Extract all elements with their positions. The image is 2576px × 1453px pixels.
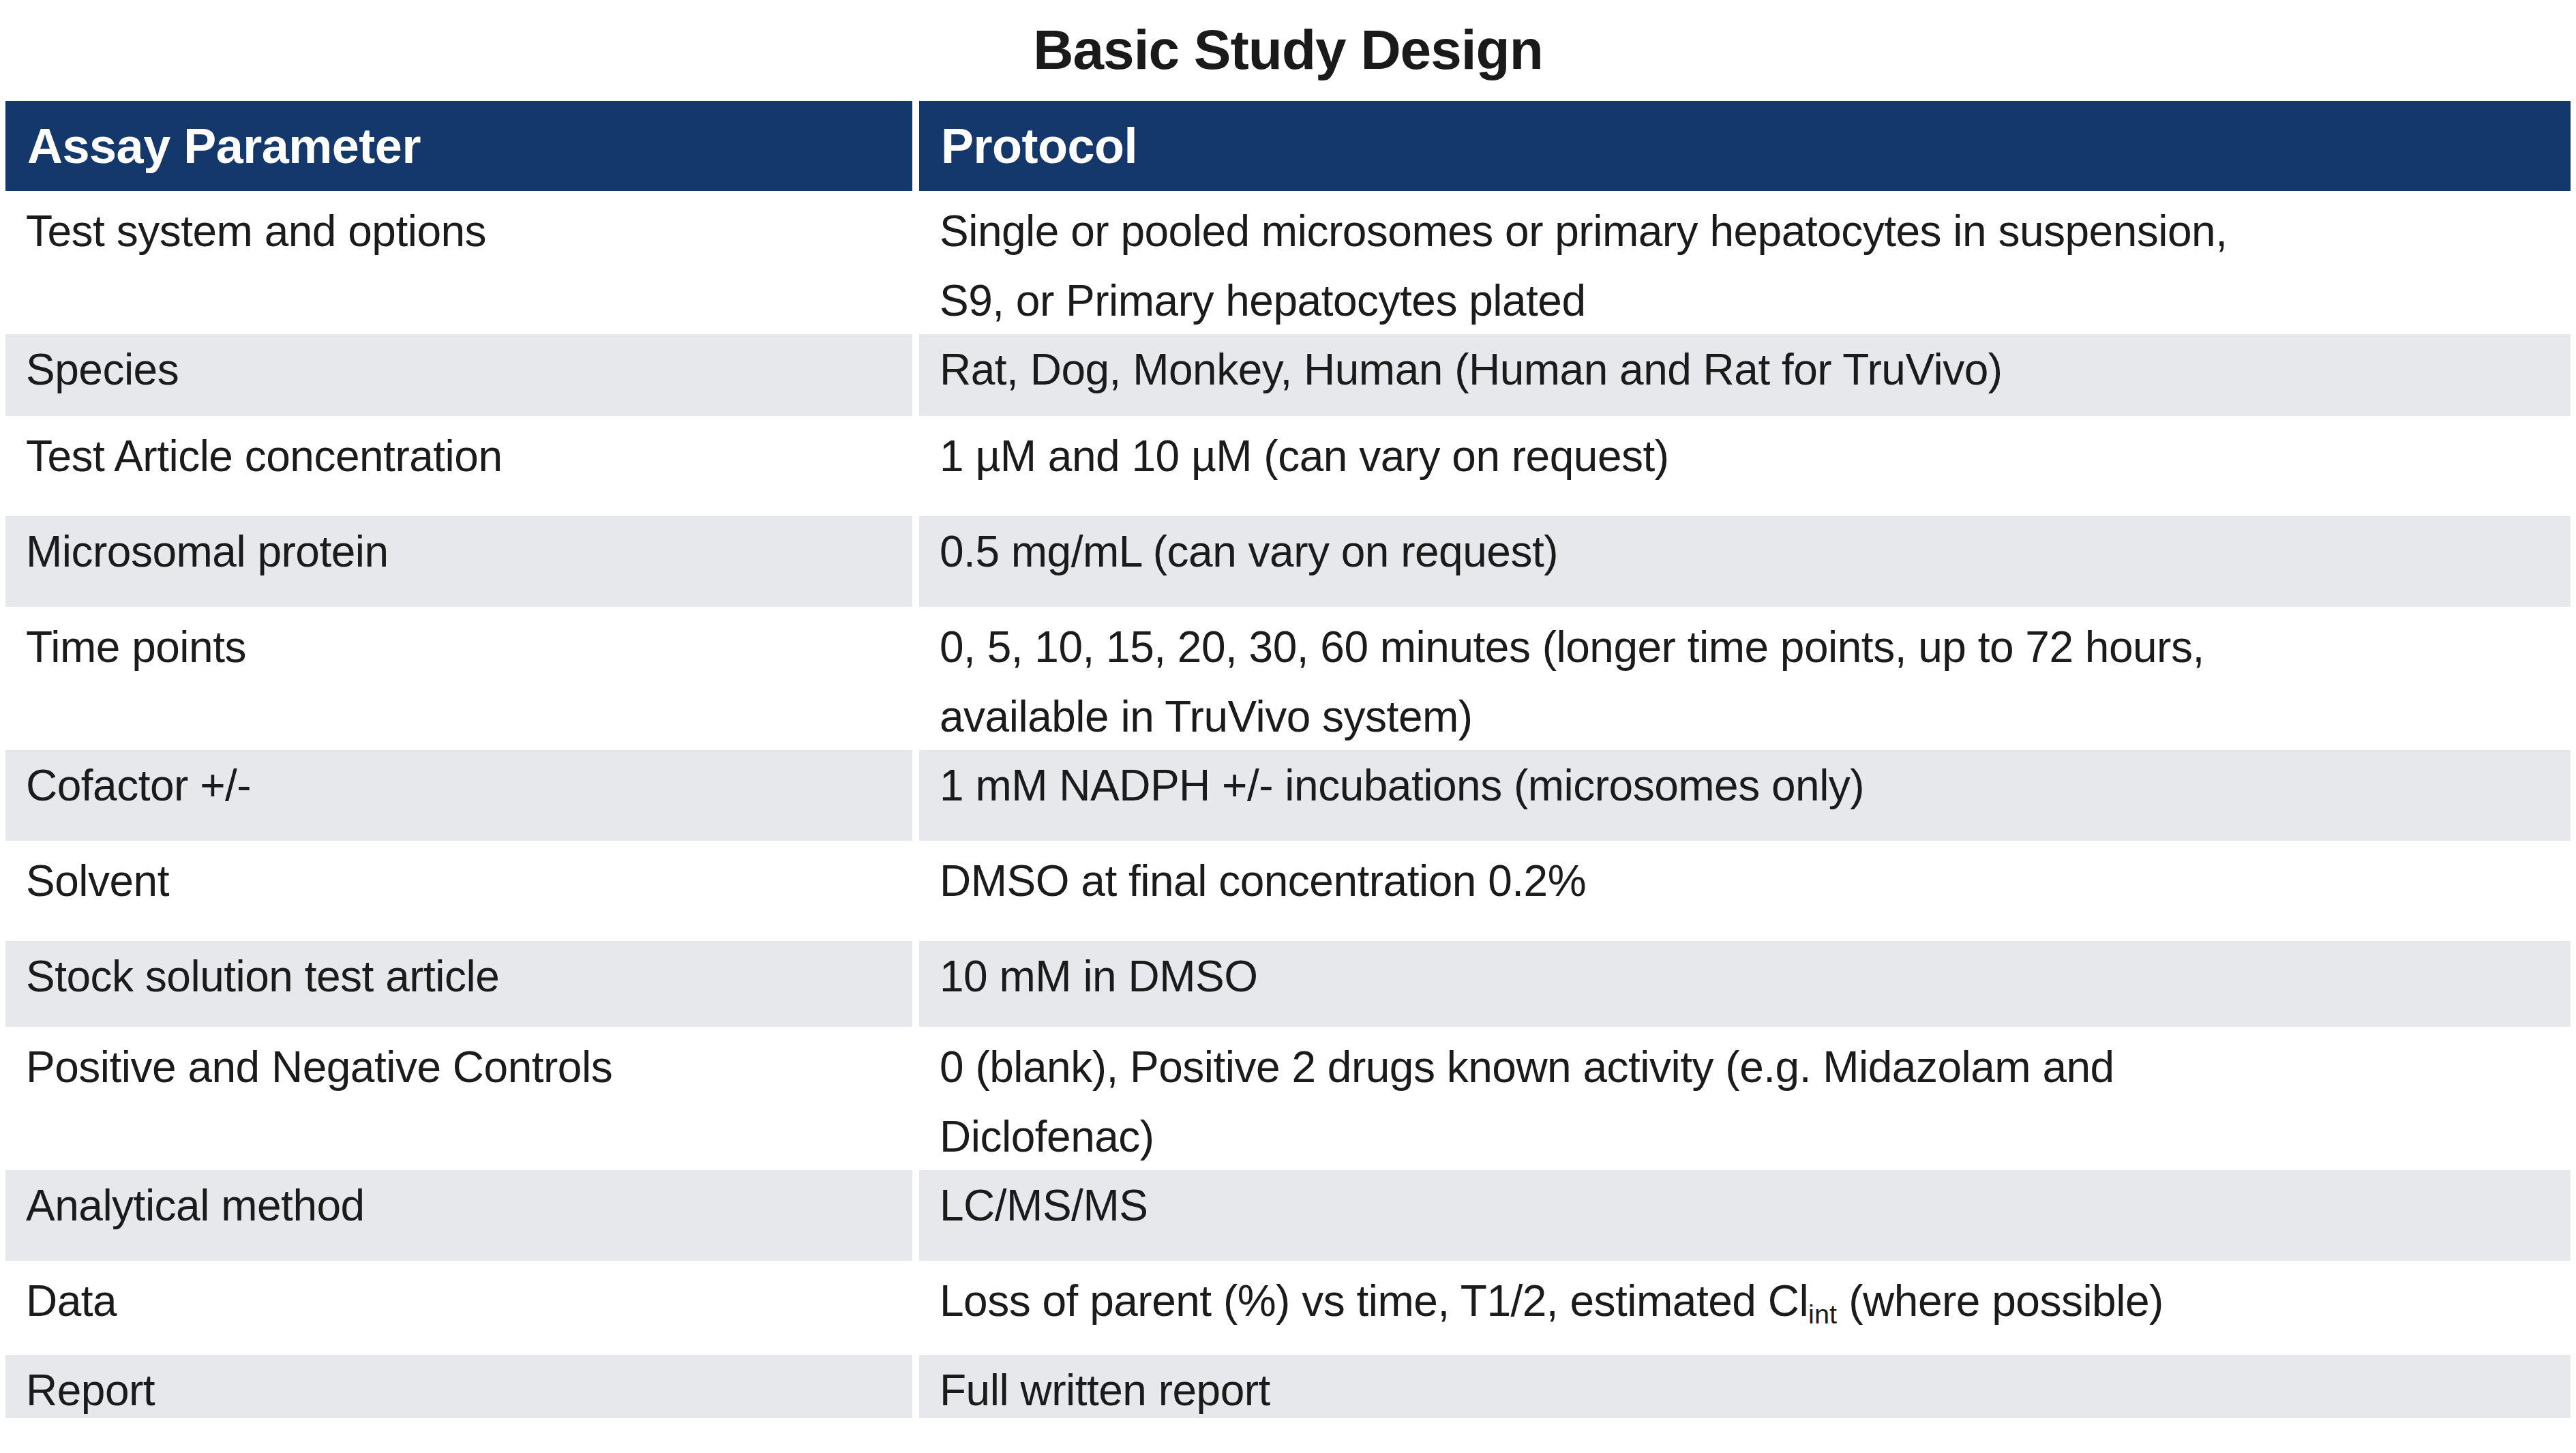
protocol-line: Loss of parent (%) vs time, T1/2, estima… bbox=[940, 1279, 2560, 1328]
table-row-test-article-concentration: Test Article concentration 1 µM and 10 µ… bbox=[5, 421, 2571, 511]
protocol-line: LC/MS/MS bbox=[940, 1184, 2560, 1227]
protocol-line: Diclofenac) bbox=[940, 1115, 2560, 1158]
protocol-cell: DMSO at final concentration 0.2% bbox=[919, 845, 2571, 936]
page-title: Basic Study Design bbox=[0, 18, 2576, 82]
protocol-cell: 0 (blank), Positive 2 drugs known activi… bbox=[919, 1032, 2571, 1165]
protocol-cell: 1 mM NADPH +/- incubations (microsomes o… bbox=[919, 750, 2571, 841]
protocol-cell: Full written report bbox=[919, 1355, 2571, 1418]
protocol-cell: LC/MS/MS bbox=[919, 1170, 2571, 1261]
header-label-assay-parameter: Assay Parameter bbox=[27, 118, 421, 174]
param-cell: Positive and Negative Controls bbox=[5, 1032, 912, 1165]
param-cell: Data bbox=[5, 1265, 912, 1350]
param-label: Report bbox=[26, 1368, 901, 1412]
protocol-line: Rat, Dog, Monkey, Human (Human and Rat f… bbox=[940, 348, 2560, 391]
param-cell: Test Article concentration bbox=[5, 421, 912, 511]
header-cell-protocol: Protocol bbox=[919, 101, 2571, 191]
protocol-cell: Loss of parent (%) vs time, T1/2, estima… bbox=[919, 1265, 2571, 1350]
protocol-line: available in TruVivo system) bbox=[940, 695, 2560, 738]
protocol-cell: 1 µM and 10 µM (can vary on request) bbox=[919, 421, 2571, 511]
table-row-cofactor: Cofactor +/- 1 mM NADPH +/- incubations … bbox=[5, 750, 2571, 841]
table-row-analytical-method: Analytical method LC/MS/MS bbox=[5, 1170, 2571, 1261]
table-header-row: Assay Parameter Protocol bbox=[5, 101, 2571, 191]
param-label: Cofactor +/- bbox=[26, 764, 901, 807]
protocol-cell: 0, 5, 10, 15, 20, 30, 60 minutes (longer… bbox=[919, 612, 2571, 745]
param-label: Test Article concentration bbox=[26, 434, 901, 478]
protocol-cell: Single or pooled microsomes or primary h… bbox=[919, 196, 2571, 329]
protocol-line: DMSO at final concentration 0.2% bbox=[940, 859, 2560, 903]
param-cell: Time points bbox=[5, 612, 912, 745]
table-row-microsomal-protein: Microsomal protein 0.5 mg/mL (can vary o… bbox=[5, 516, 2571, 607]
param-label: Species bbox=[26, 348, 901, 391]
table-row-solvent: Solvent DMSO at final concentration 0.2% bbox=[5, 845, 2571, 936]
data-protocol-pre: Loss of parent (%) vs time, T1/2, estima… bbox=[940, 1276, 1808, 1325]
protocol-cell: 10 mM in DMSO bbox=[919, 941, 2571, 1027]
param-label: Positive and Negative Controls bbox=[26, 1045, 901, 1089]
param-cell: Test system and options bbox=[5, 196, 912, 329]
param-cell: Analytical method bbox=[5, 1170, 912, 1261]
data-protocol-post: (where possible) bbox=[1837, 1276, 2163, 1325]
table-row-data: Data Loss of parent (%) vs time, T1/2, e… bbox=[5, 1265, 2571, 1350]
protocol-line: 1 µM and 10 µM (can vary on request) bbox=[940, 434, 2560, 478]
protocol-line: 0 (blank), Positive 2 drugs known activi… bbox=[940, 1045, 2560, 1089]
protocol-line: 10 mM in DMSO bbox=[940, 955, 2560, 998]
protocol-line: 0, 5, 10, 15, 20, 30, 60 minutes (longer… bbox=[940, 625, 2560, 669]
protocol-line: Single or pooled microsomes or primary h… bbox=[940, 209, 2560, 253]
protocol-line: 1 mM NADPH +/- incubations (microsomes o… bbox=[940, 764, 2560, 807]
param-cell: Microsomal protein bbox=[5, 516, 912, 607]
param-cell: Stock solution test article bbox=[5, 941, 912, 1027]
param-label: Time points bbox=[26, 625, 901, 669]
param-label: Test system and options bbox=[26, 209, 901, 253]
table-row-test-system: Test system and options Single or pooled… bbox=[5, 196, 2571, 329]
param-cell: Cofactor +/- bbox=[5, 750, 912, 841]
header-label-protocol: Protocol bbox=[941, 118, 1137, 174]
param-cell: Report bbox=[5, 1355, 912, 1418]
param-label: Microsomal protein bbox=[26, 530, 901, 573]
table-row-controls: Positive and Negative Controls 0 (blank)… bbox=[5, 1032, 2571, 1165]
protocol-line: 0.5 mg/mL (can vary on request) bbox=[940, 530, 2560, 573]
table-row-species: Species Rat, Dog, Monkey, Human (Human a… bbox=[5, 334, 2571, 416]
table-row-stock-solution: Stock solution test article 10 mM in DMS… bbox=[5, 941, 2571, 1027]
table-row-time-points: Time points 0, 5, 10, 15, 20, 30, 60 min… bbox=[5, 612, 2571, 745]
protocol-cell: Rat, Dog, Monkey, Human (Human and Rat f… bbox=[919, 334, 2571, 416]
param-label: Solvent bbox=[26, 859, 901, 903]
protocol-line: S9, or Primary hepatocytes plated bbox=[940, 279, 2560, 323]
table-row-report: Report Full written report bbox=[5, 1355, 2571, 1418]
param-label: Analytical method bbox=[26, 1184, 901, 1227]
clint-subscript: int bbox=[1808, 1299, 1837, 1329]
param-cell: Solvent bbox=[5, 845, 912, 936]
param-label: Stock solution test article bbox=[26, 955, 901, 998]
protocol-cell: 0.5 mg/mL (can vary on request) bbox=[919, 516, 2571, 607]
param-cell: Species bbox=[5, 334, 912, 416]
study-design-table: Assay Parameter Protocol Test system and… bbox=[5, 101, 2571, 1418]
protocol-line: Full written report bbox=[940, 1368, 2560, 1412]
param-label: Data bbox=[26, 1279, 901, 1323]
header-cell-assay-parameter: Assay Parameter bbox=[5, 101, 912, 191]
